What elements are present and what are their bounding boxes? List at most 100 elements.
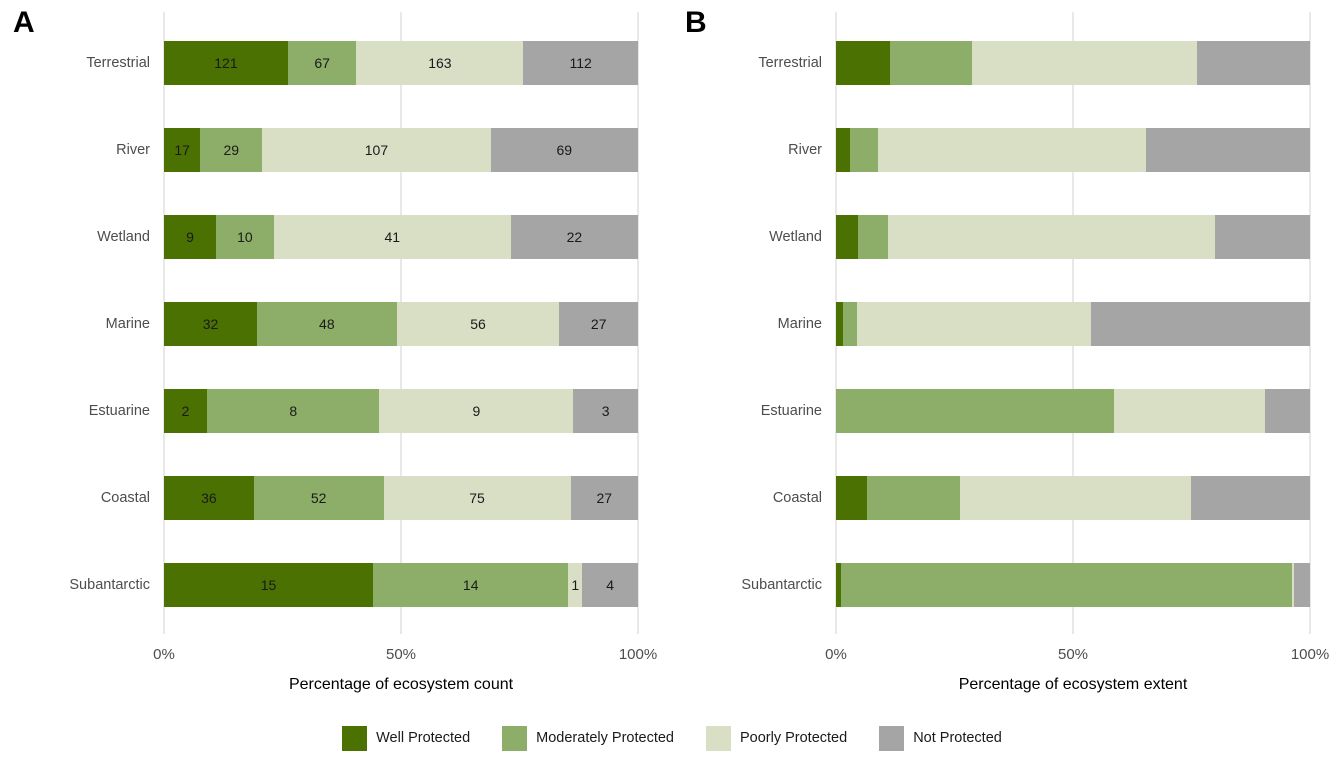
bar-segment: 29: [200, 128, 263, 172]
bar-segment: 75: [383, 476, 571, 520]
category-label: Marine: [777, 316, 822, 332]
legend-label: Poorly Protected: [739, 730, 848, 746]
bar-value-label: 22: [566, 229, 583, 245]
stacked-bar: 36 52 75 27: [164, 476, 638, 520]
panel-a-letter: A: [13, 6, 35, 39]
bar-segment: 10: [216, 215, 274, 259]
bar-segment: [1191, 476, 1310, 520]
bar-segment: 14: [373, 563, 569, 607]
bar-value-label: 52: [310, 490, 327, 506]
bar-segment: 9: [164, 215, 217, 259]
bar-segment: 48: [257, 302, 397, 346]
category-label: Terrestrial: [758, 55, 822, 71]
bar-segment: 52: [253, 476, 384, 520]
x-axis-title: Percentage of ecosystem extent: [958, 676, 1188, 693]
bar-value-label: 27: [596, 490, 613, 506]
bar-segment: [1114, 389, 1266, 433]
bar-segment: [857, 302, 1091, 346]
bar-segment: 107: [262, 128, 491, 172]
bar-value-label: 9: [186, 229, 194, 245]
bar-segment: 22: [510, 215, 638, 259]
bar-segment: [836, 128, 850, 172]
bar-value-label: 67: [314, 55, 330, 71]
stacked-bar: [836, 41, 1310, 85]
bar-segment: [841, 563, 1292, 607]
gridline-100: [1309, 12, 1311, 634]
category-label: Subantarctic: [741, 577, 822, 593]
bar-value-label: 2: [181, 403, 190, 419]
bar-segment: [1145, 128, 1310, 172]
stacked-bar: 17 29 107 69: [164, 128, 638, 172]
legend-label: Well Protected: [376, 730, 471, 746]
bar-segment: [836, 215, 858, 259]
bar-segment: 9: [379, 389, 574, 433]
x-axis-title: Percentage of ecosystem count: [288, 676, 514, 693]
stacked-bar: [836, 389, 1310, 433]
legend-item: Poorly Protected: [705, 725, 848, 751]
category-label: Terrestrial: [86, 55, 150, 71]
stacked-bar: 32 48 56 27: [164, 302, 638, 346]
x-tick-label: 0%: [153, 646, 175, 663]
stacked-bar: 121 67 163 112: [164, 41, 638, 85]
stacked-bar: 15 14 1 4: [164, 563, 638, 607]
panel-b: B Terrestrial River Wetland Marine Estuarine…: [672, 0, 1344, 712]
bar-segment: 2: [164, 389, 208, 433]
bar-segment: [878, 128, 1146, 172]
x-tick-label: 100%: [618, 646, 658, 663]
bar-segment: 15: [164, 563, 374, 607]
bar-segment: [866, 476, 961, 520]
x-tick-label: 50%: [1057, 646, 1089, 663]
bar-value-label: 8: [289, 403, 298, 419]
bar-segment: [836, 302, 843, 346]
category-label: Estuarine: [760, 403, 822, 419]
bar-segment: 8: [207, 389, 380, 433]
bar-value-label: 112: [569, 55, 592, 71]
bar-value-label: 107: [364, 142, 389, 158]
category-label: Marine: [105, 316, 150, 332]
bar-value-label: 75: [469, 490, 485, 506]
legend-item: Not Protected: [879, 725, 1002, 751]
bar-segment: 36: [164, 476, 254, 520]
bar-value-label: 32: [202, 316, 219, 332]
bar-value-label: 9: [472, 403, 481, 419]
stacked-bar: 9 10 41 22: [164, 215, 638, 259]
legend-label: Not Protected: [913, 730, 1002, 746]
x-tick-label: 50%: [385, 646, 417, 663]
category-label: Estuarine: [88, 403, 150, 419]
legend-swatch: [342, 725, 368, 751]
category-label: Wetland: [769, 229, 822, 245]
legend-swatch: [705, 725, 731, 751]
legend-item: Moderately Protected: [502, 725, 674, 751]
bar-segment: 27: [570, 476, 638, 520]
bar-segment: 121: [164, 41, 288, 85]
category-label: Subantarctic: [69, 577, 150, 593]
gridline-100: [637, 12, 639, 634]
bar-segment: [849, 128, 879, 172]
bar-value-label: 48: [319, 316, 335, 332]
bar-segment: [836, 389, 1115, 433]
bar-segment: [842, 302, 858, 346]
bar-segment: 56: [396, 302, 560, 346]
bar-segment: 4: [582, 563, 638, 607]
panel-b-letter: B: [685, 6, 707, 39]
bar-segment: [836, 563, 842, 607]
bar-segment: [1265, 389, 1310, 433]
bar-segment: 69: [490, 128, 638, 172]
bar-segment: [1214, 215, 1310, 259]
bar-segment: 67: [287, 41, 357, 85]
bar-value-label: 163: [428, 55, 452, 71]
bar-segment: [1291, 563, 1295, 607]
bar-segment: 41: [273, 215, 511, 259]
stacked-bar: 2 8 9 3: [164, 389, 638, 433]
legend-swatch: [502, 725, 528, 751]
bar-value-label: 41: [384, 229, 401, 245]
category-label: River: [116, 142, 150, 158]
bar-segment: [1090, 302, 1310, 346]
category-label: Coastal: [772, 490, 822, 506]
bar-value-label: 3: [601, 403, 610, 419]
bar-value-label: 69: [556, 142, 573, 158]
bar-segment: [960, 476, 1192, 520]
bar-segment: 17: [164, 128, 201, 172]
bar-segment: [1197, 41, 1310, 85]
